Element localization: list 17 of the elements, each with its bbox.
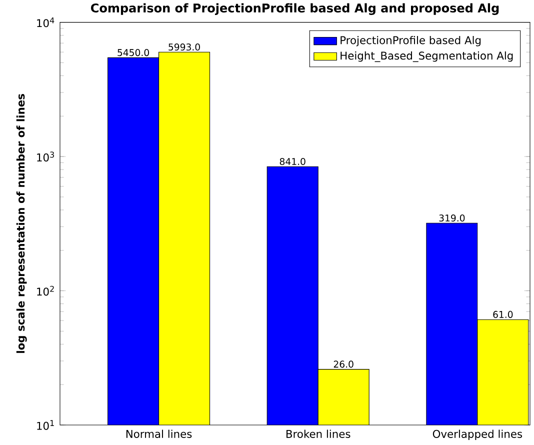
y-tick-label: 10$^{1}$ (37, 420, 54, 430)
data-label: 5993.0 (168, 44, 200, 51)
data-label: 26.0 (334, 360, 354, 368)
data-label: 841.0 (280, 158, 306, 166)
x-tick-label: Broken lines (286, 430, 350, 438)
legend-label: ProjectionProfile based Alg (340, 36, 481, 46)
y-tick-label: 10$^{3}$ (37, 152, 54, 162)
y-axis-title: log scale representation of number of lines (16, 94, 27, 353)
x-tick-label: Overlapped lines (432, 430, 522, 440)
legend-label: Height_Based_Segmentation Alg (340, 51, 513, 62)
chart-title: Comparison of ProjectionProfile based Alg and proposed Alg (91, 3, 499, 15)
data-label: 319.0 (439, 214, 465, 222)
y-tick-label: 10$^{2}$ (37, 286, 54, 296)
data-label: 61.0 (493, 310, 513, 318)
data-label: 5450.0 (118, 49, 149, 56)
x-tick-label: Normal lines (126, 430, 192, 438)
y-tick-label: 10$^{4}$ (37, 17, 54, 28)
